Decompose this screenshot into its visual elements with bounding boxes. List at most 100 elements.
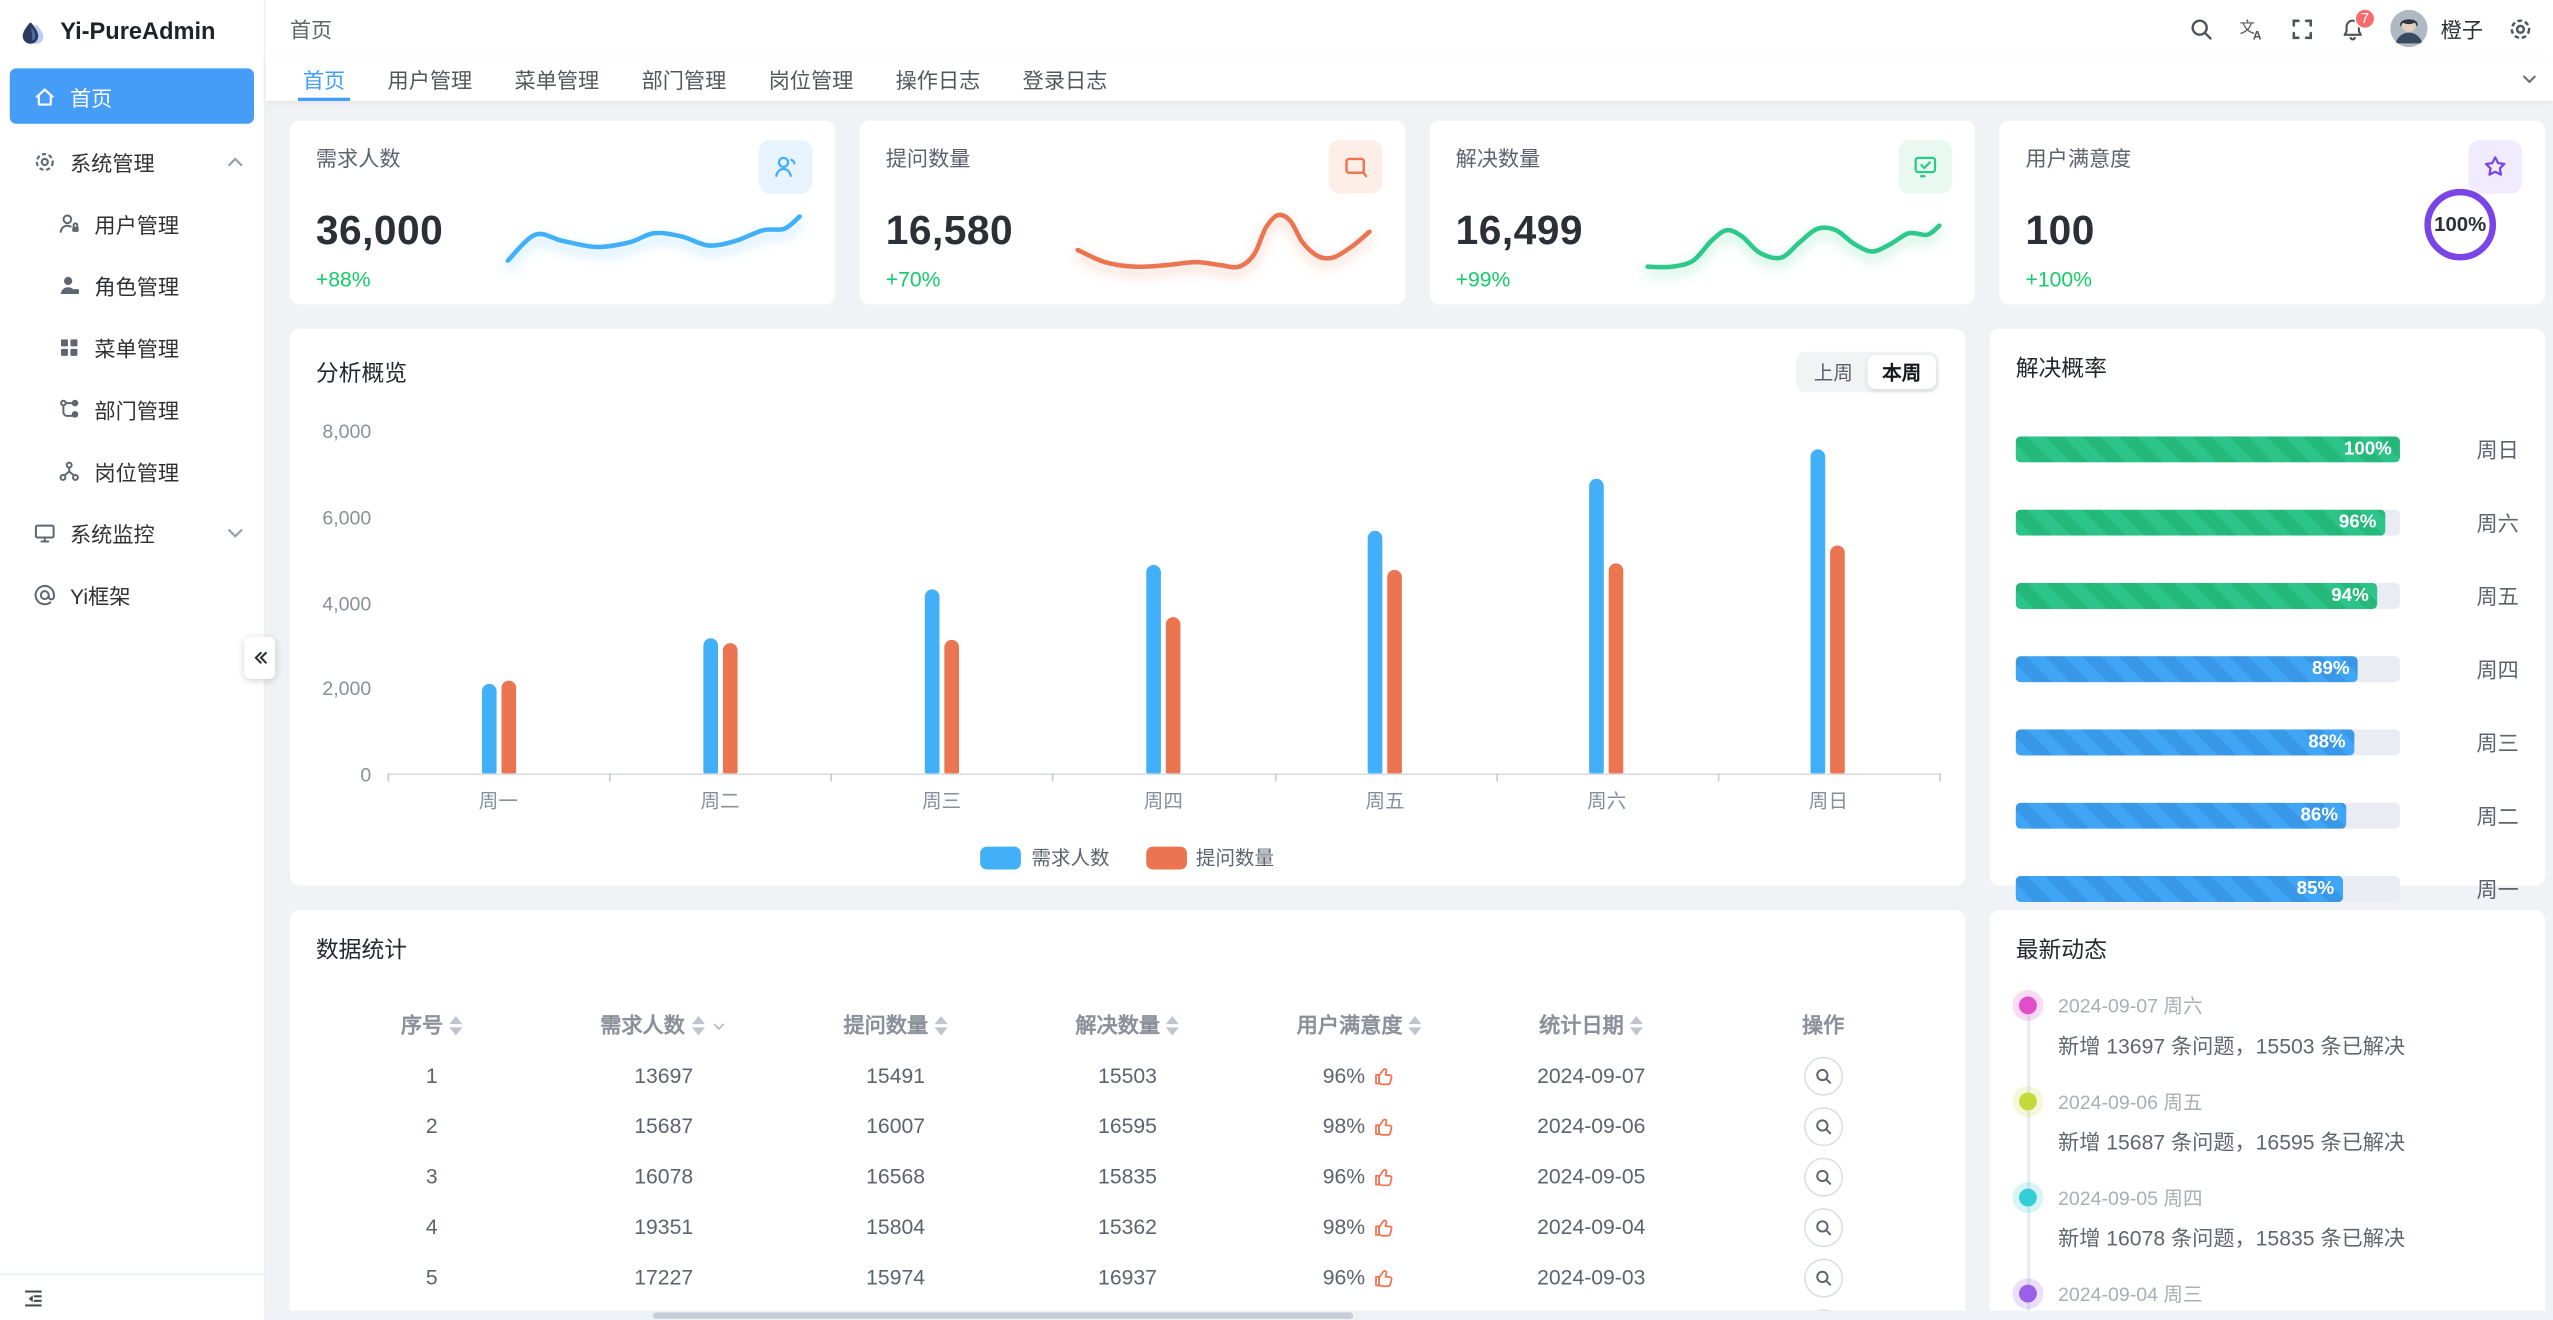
bar-提问数量-周日 [1830, 545, 1846, 774]
horizontal-scrollbar[interactable] [265, 1310, 2553, 1320]
legend-swatch [980, 845, 1022, 869]
sidebar-item-label: 系统监控 [70, 521, 155, 547]
sort-caret-icon[interactable] [1630, 1016, 1644, 1036]
chart-title: 分析概览 [315, 359, 408, 386]
sidebar-item-system[interactable]: 系统管理 [0, 130, 264, 192]
tab-5[interactable]: 操作日志 [895, 68, 981, 93]
legend-item-提问数量[interactable]: 提问数量 [1145, 843, 1274, 871]
operation-cell [1707, 1252, 1939, 1302]
operation-cell [1707, 1050, 1939, 1100]
app-logo[interactable]: Yi-PureAdmin [0, 3, 264, 62]
satisfaction-cell: 96% [1243, 1050, 1475, 1100]
sort-caret-icon[interactable] [1166, 1016, 1180, 1036]
table-cell: 15491 [866, 1063, 926, 1088]
view-detail-button[interactable] [1803, 1257, 1843, 1297]
sidebar-item-dept[interactable]: 部门管理 [0, 378, 264, 440]
fullscreen-icon[interactable] [2289, 15, 2315, 41]
search-icon[interactable] [2188, 15, 2214, 41]
column-header-序号[interactable]: 序号 [316, 995, 548, 1050]
tab-3[interactable]: 部门管理 [641, 68, 727, 93]
column-header-解决数量[interactable]: 解决数量 [1012, 995, 1244, 1050]
toggle-last-week[interactable]: 上周 [1799, 355, 1867, 389]
scrollbar-thumb[interactable] [652, 1312, 1354, 1319]
column-header-需求人数[interactable]: 需求人数 [548, 995, 780, 1050]
svg-text:文: 文 [2240, 18, 2255, 36]
stat-cards: 需求人数 36,000 +88% 提问数量 16,580 +70% 解决数量 16,499 +9… [289, 120, 2545, 305]
progress-day-label: 周二 [2476, 804, 2519, 829]
probability-row-周日: 100% 周日 [2015, 433, 2519, 464]
date-cell: 2024-09-06 [1537, 1113, 1646, 1139]
sidebar-item-home[interactable]: 首页 [9, 68, 254, 124]
avatar[interactable] [2390, 9, 2428, 48]
tab-1[interactable]: 用户管理 [387, 68, 473, 93]
tab-2[interactable]: 菜单管理 [514, 68, 600, 93]
view-detail-button[interactable] [1803, 1106, 1843, 1146]
table-cell: 2 [425, 1113, 438, 1139]
thumb-up-icon [1373, 1266, 1396, 1289]
bar-需求人数-周六 [1589, 479, 1605, 774]
sidebar-item-user[interactable]: 用户管理 [0, 192, 264, 254]
magnifier-icon [1813, 1217, 1833, 1237]
grid-icon [57, 335, 81, 359]
filter-chevron-down-icon[interactable] [709, 1017, 727, 1035]
tab-4[interactable]: 岗位管理 [768, 68, 854, 93]
chat-icon [1342, 153, 1370, 181]
view-detail-button[interactable] [1803, 1207, 1843, 1247]
gear-icon[interactable] [2507, 15, 2533, 41]
bell-icon[interactable]: 7 [2340, 7, 2376, 41]
operation-cell [1707, 1101, 1939, 1151]
breadcrumb[interactable]: 首页 [289, 17, 333, 43]
bar-chart: 8,000 6,000 4,000 2,000 0 [316, 420, 1941, 786]
sort-caret-icon[interactable] [449, 1016, 463, 1036]
sparkline [1075, 212, 1372, 270]
column-header-统计日期[interactable]: 统计日期 [1475, 995, 1707, 1050]
operation-cell [1707, 1151, 1939, 1201]
sort-caret-icon[interactable] [691, 1016, 705, 1036]
axis-tick [830, 773, 833, 782]
legend-item-需求人数[interactable]: 需求人数 [980, 843, 1110, 871]
magnifier-icon [1813, 1268, 1833, 1288]
progress-day-label: 周四 [2476, 657, 2519, 683]
column-header-用户满意度[interactable]: 用户满意度 [1243, 995, 1475, 1050]
sidebar-collapse-button[interactable] [244, 636, 276, 679]
progress-fill: 86% [2015, 801, 2347, 828]
sidebar-item-role[interactable]: 角色管理 [0, 254, 264, 316]
timeline-dot [2018, 1284, 2037, 1303]
username[interactable]: 橙子 [2440, 17, 2484, 43]
timeline-item: 2024-09-06 周五 新增 15687 条问题，16595 条已解决 [2018, 1088, 2519, 1156]
column-header-提问数量[interactable]: 提问数量 [780, 995, 1012, 1050]
tabs-menu-chevron-down-icon[interactable] [2519, 68, 2540, 89]
sort-caret-icon[interactable] [934, 1016, 948, 1036]
progress-day-label: 周一 [2476, 877, 2519, 903]
operation-cell [1707, 1202, 1939, 1252]
progress-day-label: 周日 [2476, 437, 2519, 463]
bar-需求人数-周三 [924, 588, 940, 774]
magnifier-icon [1813, 1116, 1833, 1136]
timeline-item: 2024-09-05 周四 新增 16078 条问题，15835 条已解决 [2018, 1184, 2519, 1252]
column-label: 需求人数 [600, 1011, 685, 1037]
column-label: 解决数量 [1075, 1011, 1161, 1037]
sidebar-item-yiframe[interactable]: Yi框架 [0, 563, 264, 625]
tab-6[interactable]: 登录日志 [1022, 68, 1108, 93]
progress-percent: 85% [2296, 878, 2335, 898]
menu-fold-icon[interactable] [21, 1285, 45, 1309]
view-detail-button[interactable] [1803, 1055, 1843, 1095]
view-detail-button[interactable] [1803, 1156, 1843, 1196]
column-label: 用户满意度 [1296, 1011, 1403, 1037]
sidebar-item-post[interactable]: 岗位管理 [0, 440, 264, 502]
column-label: 统计日期 [1539, 1011, 1624, 1037]
progress-fill: 89% [2015, 655, 2358, 682]
stat-title: 提问数量 [885, 146, 971, 171]
sidebar-item-monitor[interactable]: 系统监控 [0, 501, 264, 563]
sort-caret-icon[interactable] [1409, 1016, 1423, 1036]
tab-0[interactable]: 首页 [282, 57, 367, 101]
toggle-this-week[interactable]: 本周 [1867, 354, 1936, 390]
bar-需求人数-周二 [702, 638, 718, 774]
solve-probability-card: 解决概率 100% 周日 96% 周六 94% 周五 89% 周四 88% 周三 86% 周二 85% 周… [1989, 328, 2545, 902]
axis-tick [1495, 773, 1498, 782]
stat-title: 需求人数 [315, 146, 401, 171]
sidebar-item-menu[interactable]: 菜单管理 [0, 316, 264, 378]
